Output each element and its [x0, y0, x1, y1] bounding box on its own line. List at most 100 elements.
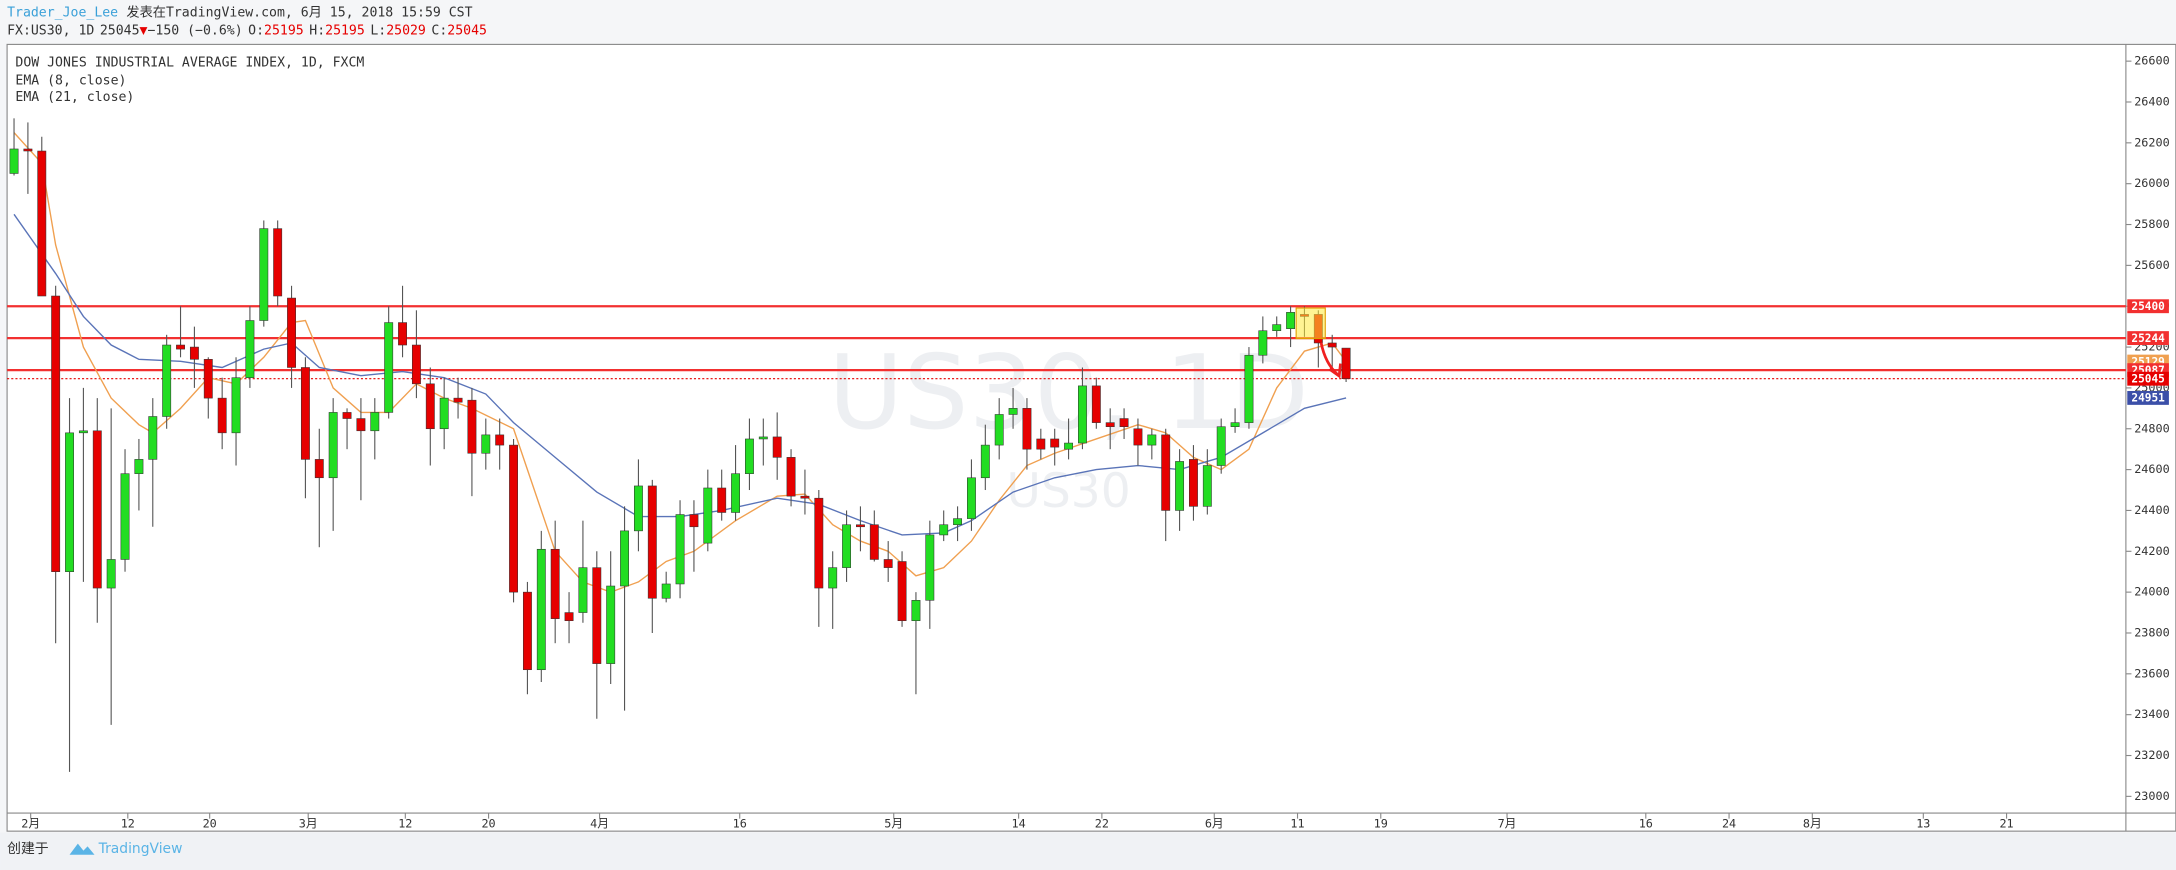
candle-body	[120, 473, 130, 560]
y-tick-label: 23000	[2134, 789, 2169, 803]
candle-body	[92, 430, 102, 589]
candle-body	[148, 416, 158, 460]
candle-body	[384, 322, 394, 413]
x-tick-label: 12	[121, 817, 135, 831]
x-tick-label: 22	[1095, 817, 1109, 831]
candle-body	[1272, 324, 1282, 332]
candle-body	[245, 320, 255, 378]
author[interactable]: Trader_Joe_Lee	[7, 5, 118, 20]
candle-body	[675, 514, 685, 585]
candle-body	[1022, 408, 1032, 450]
low-value: 25029	[386, 24, 426, 39]
candle-body	[814, 497, 824, 589]
close-label: C:	[431, 24, 447, 39]
candle-body	[259, 228, 269, 321]
header-line-1: Trader_Joe_Lee 发表在TradingView.com, 6月 15,…	[7, 4, 473, 20]
candle-body	[925, 534, 935, 601]
candle-body	[661, 583, 671, 599]
candle-body	[564, 612, 574, 622]
chart-frame	[6, 43, 2176, 832]
candle-body	[1286, 312, 1296, 329]
x-tick-label: 20	[203, 817, 217, 831]
price-label-bg	[2127, 371, 2169, 386]
chart-title: DOW JONES INDUSTRIAL AVERAGE INDEX, 1D, …	[15, 55, 364, 70]
change: −150 (−0.6%)	[147, 24, 242, 39]
candle-body	[994, 414, 1004, 446]
symbol: FX:US30, 1D	[7, 24, 94, 39]
candle-body	[1147, 434, 1157, 446]
candle-body	[287, 297, 296, 368]
candle-body	[883, 559, 893, 568]
footer-brand[interactable]: TradingView	[98, 841, 183, 857]
highlight-box	[1295, 307, 1326, 340]
candle-body	[828, 567, 838, 589]
price-label: 25400	[2131, 300, 2165, 313]
candle-body	[509, 444, 518, 593]
candle-body	[134, 459, 144, 474]
candle-body	[731, 473, 740, 513]
candle-body	[1105, 422, 1115, 427]
candle-body	[9, 148, 19, 174]
x-tick-label: 3月	[299, 817, 318, 831]
candle-body	[980, 444, 990, 479]
candle-body	[342, 412, 352, 419]
x-tick-label: 20	[481, 817, 495, 831]
y-tick-label: 26000	[2134, 176, 2169, 190]
candle-body	[467, 399, 477, 454]
candle-body	[911, 600, 921, 622]
x-tick-label: 13	[1916, 817, 1930, 831]
y-tick-label: 23200	[2134, 748, 2169, 762]
y-tick-label: 24600	[2134, 462, 2169, 476]
x-tick-label: 4月	[590, 817, 609, 831]
y-tick-label: 26400	[2134, 94, 2169, 108]
candle-body	[65, 432, 74, 572]
candle-body	[897, 561, 907, 622]
candle-body	[536, 548, 546, 671]
candle-body	[23, 148, 33, 152]
candle-body	[37, 150, 47, 297]
y-tick-label: 24400	[2134, 503, 2169, 517]
candle-body	[939, 524, 949, 536]
candle-body	[51, 295, 61, 572]
candle-body	[869, 524, 879, 560]
x-tick-label: 16	[733, 817, 747, 831]
candle-body	[620, 530, 629, 587]
candle-body	[411, 344, 421, 385]
candle-body	[495, 434, 505, 446]
candle-body	[967, 477, 976, 519]
y-tick-label: 24000	[2134, 585, 2169, 599]
candle-body	[1119, 418, 1129, 427]
candle-body	[744, 438, 754, 474]
candle-body	[717, 487, 727, 513]
watermark-small: US30	[1006, 464, 1130, 519]
published: 发表在TradingView.com, 6月 15, 2018 15:59 CS…	[126, 4, 472, 20]
x-tick-label: 14	[1012, 817, 1026, 831]
candle-body	[231, 377, 241, 434]
x-tick-label: 19	[1374, 817, 1388, 831]
candle-body	[855, 524, 865, 528]
high-label: H:	[309, 24, 325, 39]
legend-entry: EMA (21, close)	[15, 90, 134, 105]
candle-body	[453, 397, 463, 403]
candle-body	[1064, 442, 1074, 450]
x-tick-label: 6月	[1205, 817, 1224, 831]
candle-body	[800, 495, 810, 499]
price-label-bg	[2127, 331, 2169, 346]
y-tick-label: 23400	[2134, 707, 2169, 721]
candle-body	[1244, 354, 1254, 423]
candle-body	[786, 457, 796, 497]
plot	[7, 118, 2126, 772]
price-label-bg	[2127, 299, 2169, 314]
y-tick-label: 25600	[2134, 258, 2169, 272]
x-tick-label: 2月	[21, 817, 40, 831]
candle-body	[758, 436, 768, 440]
x-tick-label: 21	[1999, 817, 2013, 831]
candle-body	[1078, 385, 1087, 444]
candle-body	[481, 434, 491, 454]
y-tick-label: 24800	[2134, 421, 2169, 435]
candle-body	[1230, 422, 1240, 427]
candle-body	[953, 518, 963, 526]
low-label: L:	[370, 24, 386, 39]
candle-body	[1133, 428, 1143, 446]
